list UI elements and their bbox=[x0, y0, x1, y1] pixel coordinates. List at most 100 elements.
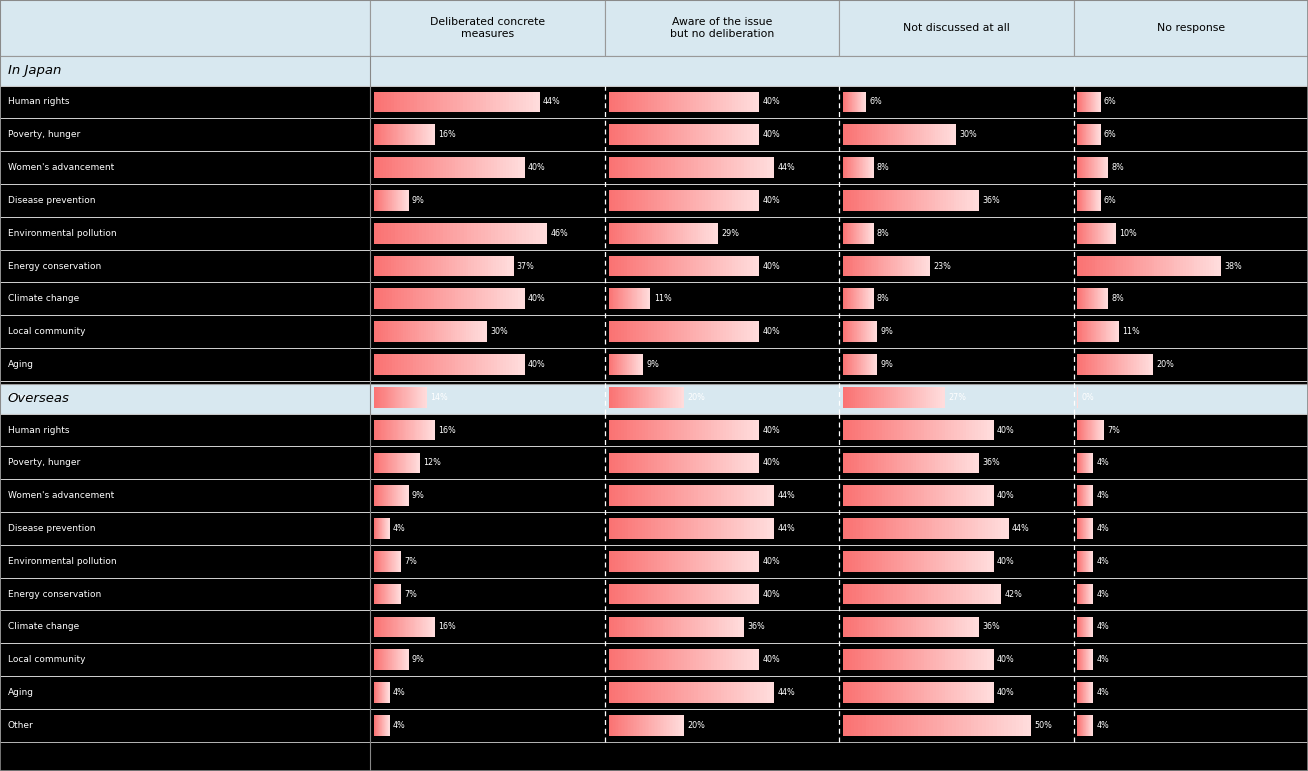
Bar bbox=[613, 354, 615, 375]
Text: Other: Other bbox=[8, 721, 34, 730]
Bar bbox=[1087, 223, 1088, 244]
Bar bbox=[744, 157, 748, 178]
Bar bbox=[399, 453, 400, 473]
Bar bbox=[382, 256, 386, 276]
Bar bbox=[863, 322, 865, 342]
Bar bbox=[612, 92, 615, 113]
Bar bbox=[961, 190, 965, 210]
Bar bbox=[734, 518, 738, 539]
Bar bbox=[407, 453, 408, 473]
Bar bbox=[429, 223, 433, 244]
Bar bbox=[725, 617, 729, 637]
Bar bbox=[668, 92, 672, 113]
Bar bbox=[630, 354, 632, 375]
Bar bbox=[426, 322, 429, 342]
Bar bbox=[968, 518, 972, 539]
Bar bbox=[419, 387, 420, 408]
Bar bbox=[387, 617, 390, 637]
Bar bbox=[1002, 518, 1006, 539]
Bar bbox=[717, 92, 721, 113]
Bar bbox=[632, 354, 633, 375]
Bar bbox=[696, 419, 700, 440]
Bar bbox=[623, 354, 624, 375]
Bar bbox=[870, 715, 874, 736]
Text: Poverty, hunger: Poverty, hunger bbox=[8, 458, 80, 467]
Bar bbox=[419, 157, 422, 178]
Bar bbox=[923, 453, 927, 473]
Bar bbox=[415, 387, 417, 408]
Bar bbox=[698, 256, 702, 276]
Bar bbox=[381, 288, 383, 309]
Bar bbox=[862, 617, 866, 637]
Bar bbox=[451, 256, 455, 276]
Bar bbox=[627, 223, 629, 244]
Bar bbox=[387, 387, 390, 408]
Bar bbox=[463, 256, 467, 276]
Bar bbox=[0, 348, 1308, 381]
Bar bbox=[428, 288, 432, 309]
Bar bbox=[385, 124, 387, 145]
Bar bbox=[654, 92, 657, 113]
Bar bbox=[641, 584, 645, 604]
Bar bbox=[895, 124, 897, 145]
Bar bbox=[738, 190, 742, 210]
Text: Other: Other bbox=[8, 392, 34, 402]
Bar bbox=[420, 387, 422, 408]
Bar bbox=[691, 518, 695, 539]
Bar bbox=[449, 256, 453, 276]
Bar bbox=[449, 322, 451, 342]
Bar bbox=[862, 256, 865, 276]
Bar bbox=[944, 124, 947, 145]
Bar bbox=[536, 92, 540, 113]
Bar bbox=[1082, 322, 1083, 342]
Bar bbox=[752, 419, 756, 440]
Bar bbox=[620, 223, 623, 244]
Bar bbox=[842, 551, 846, 571]
Bar bbox=[671, 223, 675, 244]
Bar bbox=[859, 322, 861, 342]
Bar bbox=[1015, 715, 1020, 736]
Bar bbox=[408, 223, 413, 244]
Bar bbox=[760, 518, 764, 539]
Bar bbox=[381, 223, 385, 244]
Bar bbox=[413, 124, 416, 145]
Bar bbox=[505, 223, 509, 244]
Bar bbox=[880, 453, 884, 473]
Bar bbox=[916, 256, 918, 276]
Bar bbox=[378, 124, 379, 145]
Bar bbox=[670, 715, 672, 736]
Bar bbox=[374, 288, 378, 309]
Bar bbox=[392, 649, 394, 670]
Bar bbox=[636, 453, 640, 473]
Bar bbox=[488, 288, 492, 309]
Bar bbox=[494, 157, 498, 178]
Text: Energy conservation: Energy conservation bbox=[8, 261, 101, 271]
Bar bbox=[659, 256, 663, 276]
Bar bbox=[425, 288, 429, 309]
Bar bbox=[747, 322, 751, 342]
Bar bbox=[849, 190, 852, 210]
Bar bbox=[988, 419, 990, 440]
Bar bbox=[740, 551, 744, 571]
Bar bbox=[653, 387, 654, 408]
Bar bbox=[422, 617, 424, 637]
Bar bbox=[625, 288, 627, 309]
Bar bbox=[641, 354, 642, 375]
Text: 44%: 44% bbox=[777, 524, 795, 533]
Bar bbox=[610, 288, 611, 309]
Text: Local community: Local community bbox=[8, 655, 85, 664]
Bar bbox=[952, 715, 956, 736]
Bar bbox=[701, 124, 705, 145]
Bar bbox=[969, 682, 973, 703]
Bar bbox=[629, 92, 633, 113]
Bar bbox=[909, 518, 913, 539]
Bar bbox=[403, 617, 404, 637]
Bar bbox=[697, 223, 701, 244]
Bar bbox=[0, 315, 1308, 348]
Bar bbox=[948, 124, 952, 145]
Bar bbox=[678, 485, 681, 506]
Bar bbox=[375, 190, 377, 210]
Bar bbox=[900, 485, 904, 506]
Bar bbox=[532, 92, 536, 113]
Bar bbox=[908, 453, 912, 473]
